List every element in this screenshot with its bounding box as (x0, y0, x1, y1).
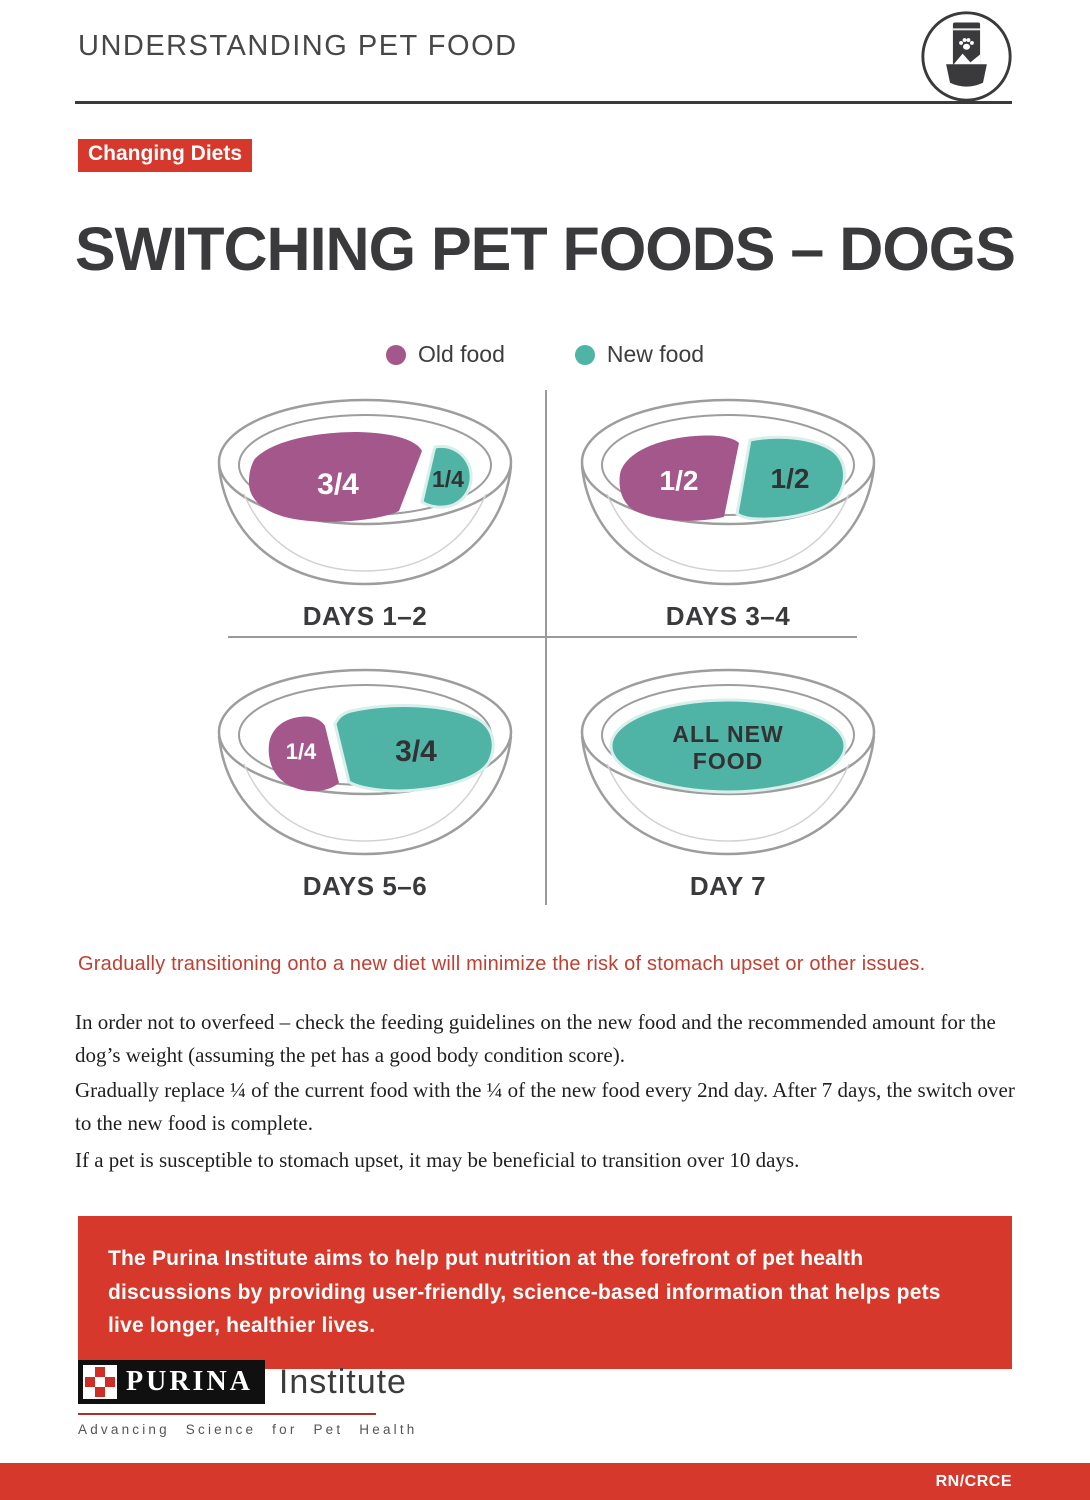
new-portion-label-line1: ALL NEW (672, 721, 783, 747)
legend-item-old-food: Old food (385, 341, 505, 368)
purina-checkerboard-icon (83, 1365, 117, 1399)
bowl-graphic: 1/4 3/4 (217, 668, 513, 856)
body-paragraph: If a pet is susceptible to stomach upset… (75, 1148, 800, 1172)
bowl-graphic: 1/2 1/2 (580, 398, 876, 586)
new-portion-label-line2: FOOD (693, 748, 763, 774)
purina-institute-banner: The Purina Institute aims to help put nu… (78, 1216, 1012, 1369)
old-portion-label: 3/4 (317, 468, 359, 501)
section-tag: Changing Diets (78, 139, 253, 172)
pet-food-bag-and-bowl-icon (921, 11, 1012, 102)
footer-bar: RN/CRCE (0, 1463, 1090, 1500)
page-header-title: UNDERSTANDING PET FOOD (78, 30, 518, 62)
old-portion-label: 1/4 (286, 739, 317, 764)
bowl-caption: DAYS 1–2 (302, 601, 428, 631)
purina-institute-logo: PURINA Institute Advancing Science for P… (78, 1360, 418, 1437)
bowl-caption: DAYS 5–6 (302, 871, 428, 901)
bowl-days-3-4: 1/2 1/2 DAYS 3–4 (558, 394, 898, 632)
purina-brand-text: PURINA (126, 1366, 253, 1397)
new-food-portion (609, 698, 847, 794)
logo-tagline: Advancing Science for Pet Health (78, 1422, 418, 1437)
new-food-swatch (574, 344, 595, 365)
bowl-day-7: ALL NEW FOOD DAY 7 (558, 664, 898, 902)
old-food-portion (619, 435, 739, 521)
institute-text: Institute (278, 1362, 407, 1401)
old-food-label: Old food (417, 341, 505, 367)
old-food-portion (248, 432, 422, 522)
bowl-graphic: 3/4 1/4 (217, 398, 513, 586)
new-food-label: New food (606, 341, 705, 367)
new-food-portion (420, 444, 473, 509)
body-paragraph: Gradually replace ¼ of the current food … (75, 1078, 1015, 1135)
new-portion-label: 3/4 (395, 735, 437, 768)
bowl-caption: DAY 7 (689, 871, 767, 901)
horizontal-divider (228, 636, 857, 638)
bowl-caption: DAYS 3–4 (665, 601, 791, 631)
bowl-days-1-2: 3/4 1/4 DAYS 1–2 (195, 394, 535, 632)
logo-underline (78, 1413, 376, 1415)
bowl-graphic: ALL NEW FOOD (580, 668, 876, 856)
legend: Old food New food (0, 341, 1090, 368)
bowl-days-5-6: 1/4 3/4 DAYS 5–6 (195, 664, 535, 902)
new-food-portion (333, 704, 495, 793)
highlight-statement: Gradually transitioning onto a new diet … (78, 953, 926, 975)
vertical-divider (545, 390, 547, 905)
new-portion-label: 1/4 (432, 466, 464, 492)
old-portion-label: 1/2 (660, 465, 699, 496)
new-food-portion (735, 435, 846, 521)
old-food-portion (268, 716, 339, 792)
body-paragraph: In order not to overfeed – check the fee… (75, 1010, 996, 1067)
legend-item-new-food: New food (574, 341, 705, 368)
new-portion-label: 1/2 (771, 463, 810, 494)
purina-logo-box: PURINA (78, 1360, 265, 1404)
old-food-swatch (385, 344, 406, 365)
footer-code: RN/CRCE (935, 1473, 1012, 1490)
main-title: SWITCHING PET FOODS – DOGS (75, 215, 1016, 283)
header-divider (75, 101, 1012, 104)
